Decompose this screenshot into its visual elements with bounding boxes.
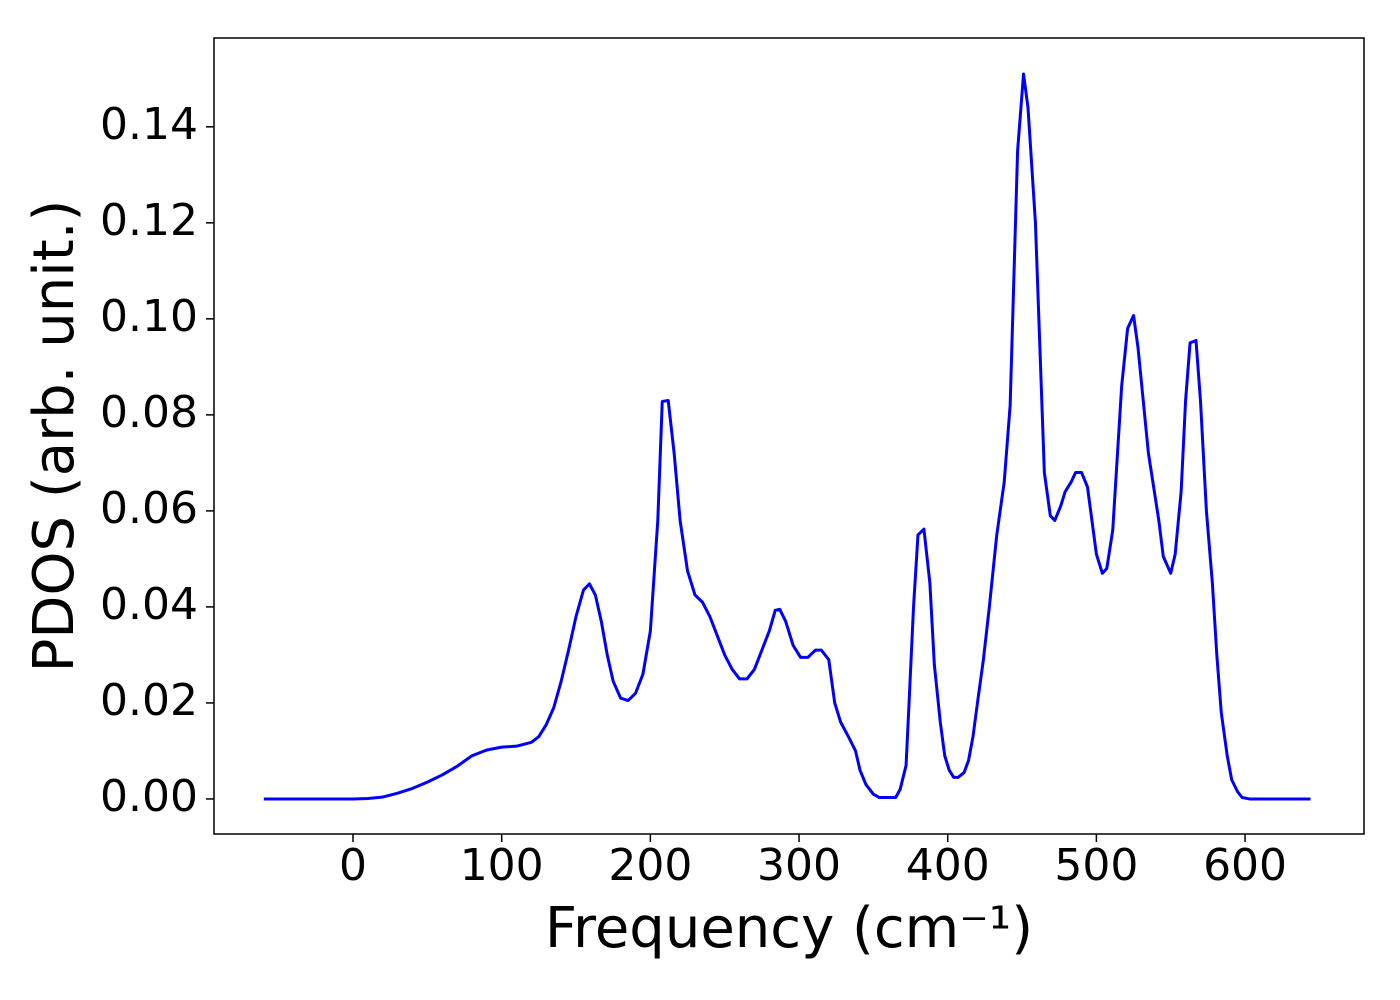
y-tick-label: 0.02	[100, 675, 198, 726]
x-tick-label: 0	[339, 840, 367, 891]
y-tick-label: 0.12	[100, 195, 198, 246]
x-tick-label: 300	[757, 840, 841, 891]
x-tick-label: 100	[460, 840, 544, 891]
x-tick-label: 400	[906, 840, 990, 891]
y-tick-label: 0.04	[100, 579, 198, 630]
pdos-line	[263, 72, 1311, 801]
x-tick-label: 200	[608, 840, 692, 891]
x-tick-label: 500	[1054, 840, 1138, 891]
plot-frame	[213, 37, 1365, 835]
y-tick-label: 0.06	[100, 483, 198, 534]
y-tick-label: 0.00	[100, 771, 198, 822]
y-tick-label: 0.08	[100, 387, 198, 438]
y-tick-label: 0.10	[100, 291, 198, 342]
x-axis-label: Frequency (cm⁻¹)	[545, 896, 1033, 961]
y-axis-label: PDOS (arb. unit.)	[22, 200, 87, 673]
y-tick-label: 0.14	[100, 99, 198, 150]
x-tick-label: 600	[1203, 840, 1287, 891]
